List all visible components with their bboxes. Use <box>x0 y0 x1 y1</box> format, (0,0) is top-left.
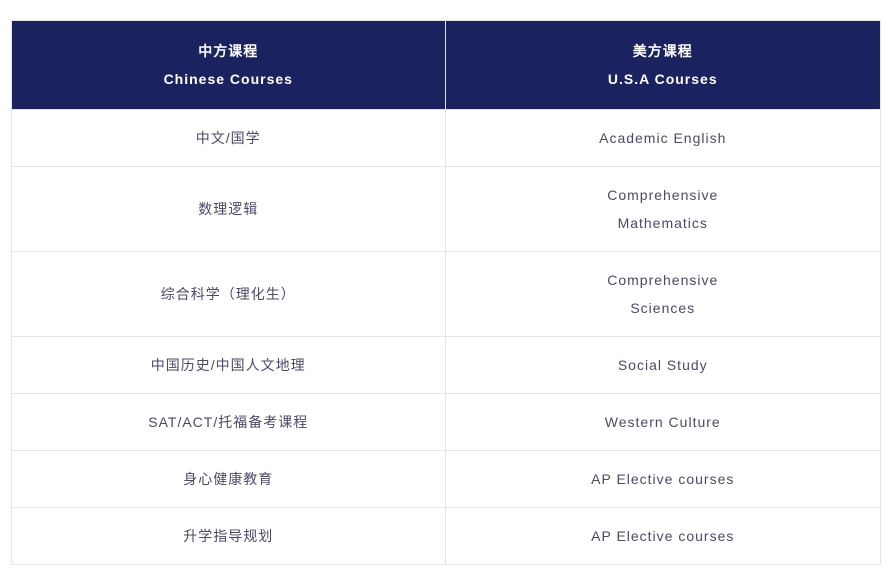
cell-us: AP Elective courses <box>446 508 881 565</box>
table-body: 中文/国学 Academic English 数理逻辑 Comprehensiv… <box>11 110 880 565</box>
cell-us: Comprehensive Sciences <box>446 252 881 337</box>
cell-text: Comprehensive <box>454 181 872 209</box>
cell-cn: 中文/国学 <box>11 110 446 167</box>
cell-us: Social Study <box>446 337 881 394</box>
cell-text: Academic English <box>454 124 872 152</box>
header-chinese-en: Chinese Courses <box>20 65 438 93</box>
header-usa: 美方课程 U.S.A Courses <box>446 21 881 110</box>
header-row: 中方课程 Chinese Courses 美方课程 U.S.A Courses <box>11 21 880 110</box>
cell-text: 升学指导规划 <box>20 522 438 550</box>
table-row: 综合科学（理化生） Comprehensive Sciences <box>11 252 880 337</box>
cell-cn: 升学指导规划 <box>11 508 446 565</box>
cell-text: Mathematics <box>454 209 872 237</box>
cell-text: SAT/ACT/托福备考课程 <box>20 408 438 436</box>
cell-text: 中国历史/中国人文地理 <box>20 351 438 379</box>
header-chinese: 中方课程 Chinese Courses <box>11 21 446 110</box>
cell-text: Comprehensive <box>454 266 872 294</box>
cell-cn: 身心健康教育 <box>11 451 446 508</box>
cell-cn: 综合科学（理化生） <box>11 252 446 337</box>
header-usa-en: U.S.A Courses <box>454 65 872 93</box>
cell-us: Academic English <box>446 110 881 167</box>
table-row: 身心健康教育 AP Elective courses <box>11 451 880 508</box>
cell-text: Western Culture <box>454 408 872 436</box>
cell-text: 身心健康教育 <box>20 465 438 493</box>
cell-text: Sciences <box>454 294 872 322</box>
table-row: SAT/ACT/托福备考课程 Western Culture <box>11 394 880 451</box>
header-usa-zh: 美方课程 <box>454 37 872 65</box>
cell-text: AP Elective courses <box>454 522 872 550</box>
table-row: 中文/国学 Academic English <box>11 110 880 167</box>
courses-table: 中方课程 Chinese Courses 美方课程 U.S.A Courses … <box>11 20 881 565</box>
cell-text: AP Elective courses <box>454 465 872 493</box>
cell-text: 中文/国学 <box>20 124 438 152</box>
cell-text: 综合科学（理化生） <box>20 280 438 308</box>
table-header: 中方课程 Chinese Courses 美方课程 U.S.A Courses <box>11 21 880 110</box>
table-row: 升学指导规划 AP Elective courses <box>11 508 880 565</box>
courses-table-wrap: 中方课程 Chinese Courses 美方课程 U.S.A Courses … <box>11 20 881 565</box>
cell-us: AP Elective courses <box>446 451 881 508</box>
cell-cn: SAT/ACT/托福备考课程 <box>11 394 446 451</box>
cell-cn: 中国历史/中国人文地理 <box>11 337 446 394</box>
cell-text: Social Study <box>454 351 872 379</box>
cell-cn: 数理逻辑 <box>11 167 446 252</box>
table-row: 数理逻辑 Comprehensive Mathematics <box>11 167 880 252</box>
table-row: 中国历史/中国人文地理 Social Study <box>11 337 880 394</box>
cell-us: Western Culture <box>446 394 881 451</box>
cell-us: Comprehensive Mathematics <box>446 167 881 252</box>
cell-text: 数理逻辑 <box>20 195 438 223</box>
header-chinese-zh: 中方课程 <box>20 37 438 65</box>
